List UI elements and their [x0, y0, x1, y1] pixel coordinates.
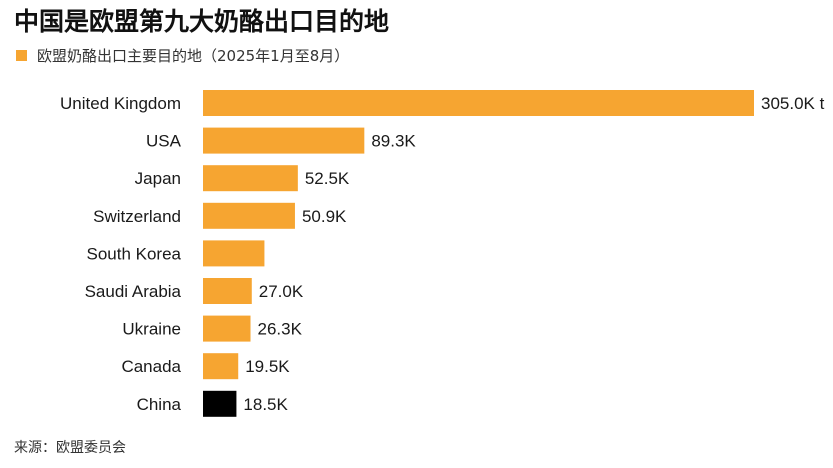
- value-label-united-kingdom: 305.0K t: [761, 94, 825, 113]
- category-label-japan: Japan: [135, 169, 181, 188]
- bar-south-korea: [203, 240, 265, 267]
- bar-united-kingdom: [203, 90, 754, 116]
- value-label-usa: 89.3K: [371, 132, 416, 151]
- bar-usa: [203, 127, 365, 154]
- value-label-japan: 52.5K: [305, 169, 350, 188]
- value-label-canada: 19.5K: [245, 357, 290, 376]
- chart-title: 中国是欧盟第九大奶酪出口目的地: [14, 7, 390, 36]
- category-label-saudi-arabia: Saudi Arabia: [85, 282, 182, 301]
- legend-swatch: [16, 50, 27, 61]
- bar-canada: [203, 353, 239, 380]
- category-label-ukraine: Ukraine: [122, 320, 181, 339]
- value-label-china: 18.5K: [243, 395, 288, 414]
- value-label-switzerland: 50.9K: [302, 207, 347, 226]
- category-label-switzerland: Switzerland: [93, 207, 181, 226]
- legend-label: 欧盟奶酪出口主要目的地（2025年1月至8月）: [37, 47, 350, 65]
- category-label-usa: USA: [146, 132, 182, 151]
- bar-saudi-arabia: [203, 278, 252, 304]
- bar-china: [203, 390, 237, 417]
- value-label-ukraine: 26.3K: [258, 320, 303, 339]
- category-label-south-korea: South Korea: [86, 244, 181, 263]
- category-label-united-kingdom: United Kingdom: [60, 94, 181, 113]
- category-label-china: China: [137, 395, 182, 414]
- bar-ukraine: [203, 315, 251, 342]
- category-label-canada: Canada: [121, 357, 181, 376]
- source-note: 来源：欧盟委员会: [14, 440, 126, 456]
- bar-japan: [203, 165, 298, 192]
- bar-switzerland: [203, 202, 295, 229]
- chart-legend: 欧盟奶酪出口主要目的地（2025年1月至8月）: [16, 45, 349, 66]
- value-label-saudi-arabia: 27.0K: [259, 282, 304, 301]
